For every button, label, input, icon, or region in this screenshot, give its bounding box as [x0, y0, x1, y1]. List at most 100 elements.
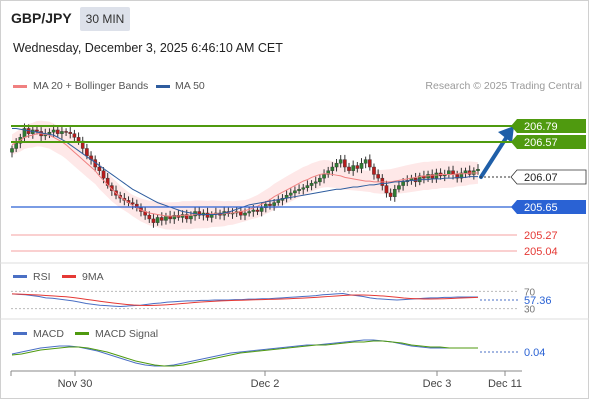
- x-tick-label: Nov 30: [58, 378, 93, 390]
- candle-body: [305, 185, 310, 188]
- candle-body: [55, 129, 60, 134]
- macd-legend-label: MACD: [33, 328, 64, 340]
- level-205-27-label: 205.27: [524, 230, 558, 242]
- candle-body: [197, 211, 202, 216]
- level-206-79-tag: [511, 119, 586, 133]
- candle-body: [343, 159, 347, 168]
- candle-body: [463, 170, 468, 174]
- candle-body: [447, 170, 451, 175]
- rsi-signal-legend-label: 9MA: [82, 271, 104, 283]
- candle-body: [347, 166, 351, 171]
- rsi-value-label: 57.36: [524, 295, 552, 307]
- rsi-line: [11, 292, 478, 308]
- macd-signal-legend-label: MACD Signal: [95, 328, 158, 340]
- ma50-legend-label: MA 50: [175, 80, 205, 92]
- level-206-57-tag: [511, 135, 586, 149]
- level-205-04-label: 205.04: [524, 246, 558, 258]
- candle-body: [268, 203, 272, 206]
- candle-body: [159, 217, 164, 221]
- candle-body: [85, 148, 89, 157]
- candle-body: [459, 172, 464, 179]
- level-205-65-tag: [511, 200, 586, 214]
- candle-body: [64, 131, 68, 133]
- macd-value-label: 0.04: [524, 347, 545, 359]
- candle-body: [388, 192, 393, 197]
- candle-body: [401, 181, 405, 186]
- candle-body: [293, 190, 297, 194]
- level-205-65-label: 205.65: [524, 202, 558, 214]
- candle-body: [251, 209, 256, 212]
- ma50-legend-swatch: [156, 85, 170, 88]
- x-tick-label: Dec 3: [423, 378, 452, 390]
- ma50-line: [12, 127, 478, 215]
- candle-body: [272, 202, 276, 206]
- credit-label: Research © 2025 Trading Central: [425, 80, 582, 92]
- level-206-07-tag: [510, 169, 587, 185]
- candle-body: [372, 166, 376, 175]
- candle-body: [476, 169, 480, 171]
- candle-body: [430, 174, 435, 179]
- candle-body: [130, 202, 135, 205]
- candle-body: [47, 131, 52, 134]
- candle-body: [455, 174, 459, 179]
- candle-body: [318, 177, 322, 183]
- candle-body: [184, 214, 189, 220]
- rsi-ma-line: [11, 293, 479, 306]
- rsi-70-label: 70: [524, 287, 536, 298]
- candle-body: [417, 175, 422, 183]
- candle-body: [60, 131, 64, 134]
- rsi-legend-swatch: [13, 275, 27, 278]
- candle-body: [147, 215, 152, 220]
- candle-body: [288, 192, 293, 196]
- macd-signal-line: [11, 340, 478, 367]
- x-tick-label: Dec 2: [251, 378, 280, 390]
- rsi-30-label: 30: [524, 305, 536, 316]
- projection-arrowhead: [498, 126, 514, 143]
- x-tick-label: Dec 11: [488, 378, 522, 390]
- candle-body: [334, 163, 339, 168]
- timeframe-button[interactable]: 30 MIN: [80, 7, 130, 31]
- candle-body: [97, 166, 102, 171]
- candle-body: [68, 131, 73, 134]
- candle-body: [243, 212, 247, 216]
- candle-body: [397, 185, 401, 190]
- candle-body: [368, 159, 372, 168]
- ma20-legend-swatch: [13, 85, 27, 88]
- candle-body: [384, 185, 389, 194]
- candle-body: [338, 159, 343, 164]
- candle-body: [105, 177, 110, 186]
- candle-body: [351, 165, 355, 171]
- rsi-legend-label: RSI: [33, 271, 51, 283]
- candle-body: [376, 174, 380, 179]
- candle-body: [359, 163, 364, 169]
- level-206-57-label: 206.57: [524, 137, 558, 149]
- ma20-legend-label: MA 20 + Bollinger Bands: [33, 80, 149, 92]
- candle-body: [35, 129, 39, 132]
- ma20-line: [11, 133, 478, 217]
- candle-body: [355, 165, 360, 169]
- candle-body: [309, 183, 314, 186]
- pair-title: GBP/JPY: [11, 10, 72, 26]
- macd-signal-legend-swatch: [75, 332, 89, 335]
- level-206-07-label: 206.07: [524, 172, 558, 184]
- candle-body: [189, 215, 193, 220]
- candle-body: [301, 187, 306, 190]
- candle-body: [322, 174, 326, 179]
- macd-legend-swatch: [13, 332, 27, 335]
- candle-body: [264, 203, 268, 209]
- candle-body: [313, 181, 318, 184]
- candle-body: [172, 215, 177, 220]
- candle-body: [326, 170, 331, 175]
- candle-body: [259, 207, 264, 212]
- candle-body: [151, 218, 156, 223]
- candle-body: [297, 189, 301, 191]
- candle-body: [51, 129, 56, 133]
- candle-body: [76, 137, 81, 142]
- macd-line: [11, 339, 478, 367]
- candle-body: [14, 143, 18, 149]
- candle-body: [155, 217, 160, 223]
- candle-body: [255, 209, 260, 212]
- candle-body: [10, 148, 14, 153]
- level-206-79-label: 206.79: [524, 121, 558, 133]
